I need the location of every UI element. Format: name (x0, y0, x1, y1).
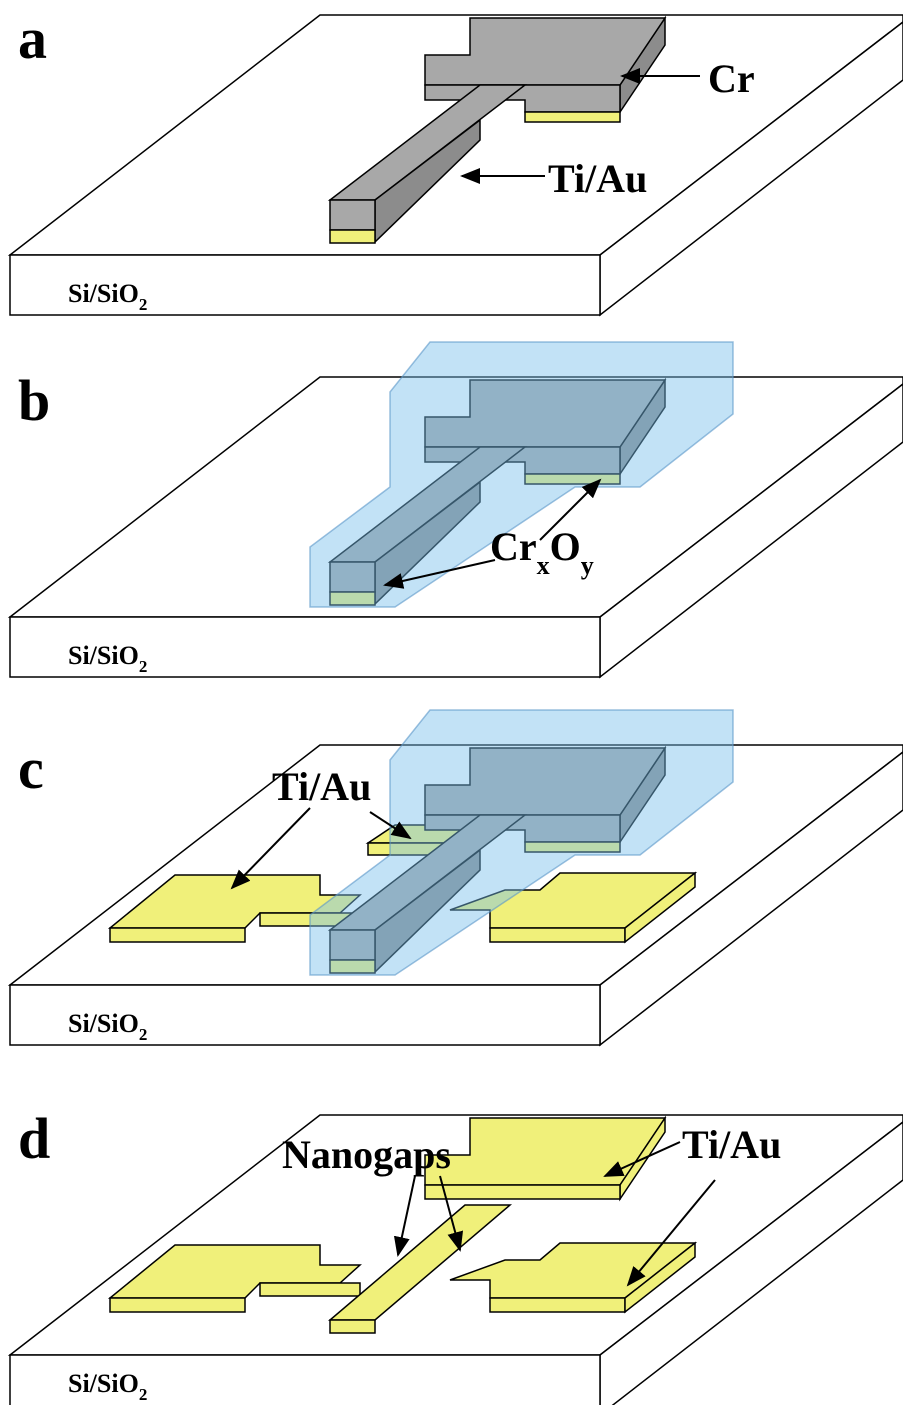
annotation: Ti/Au (548, 156, 647, 201)
panel-label: b (18, 368, 50, 433)
panel-label: d (18, 1106, 50, 1171)
annotation: Cr (708, 56, 755, 101)
side-pad-front (260, 1283, 360, 1296)
side-pad-front (490, 1298, 625, 1312)
stem-front (330, 200, 375, 230)
stem-front (330, 1320, 375, 1333)
stem-yellow (330, 230, 375, 243)
side-pad-front (110, 1298, 245, 1312)
pad-yellow (525, 112, 620, 122)
panel-label: c (18, 736, 44, 801)
panel-label: a (18, 6, 47, 71)
annotation: Nanogaps (282, 1132, 451, 1177)
annotation: Ti/Au (272, 764, 371, 809)
side-pad-front (110, 928, 245, 942)
annotation: Ti/Au (682, 1122, 781, 1167)
diagram: a Cr Ti/Au Si/SiO2 b CrxOy Si/SiO2 c Ti/… (0, 0, 903, 1405)
pad-front (425, 1185, 620, 1199)
side-pad-front (490, 928, 625, 942)
